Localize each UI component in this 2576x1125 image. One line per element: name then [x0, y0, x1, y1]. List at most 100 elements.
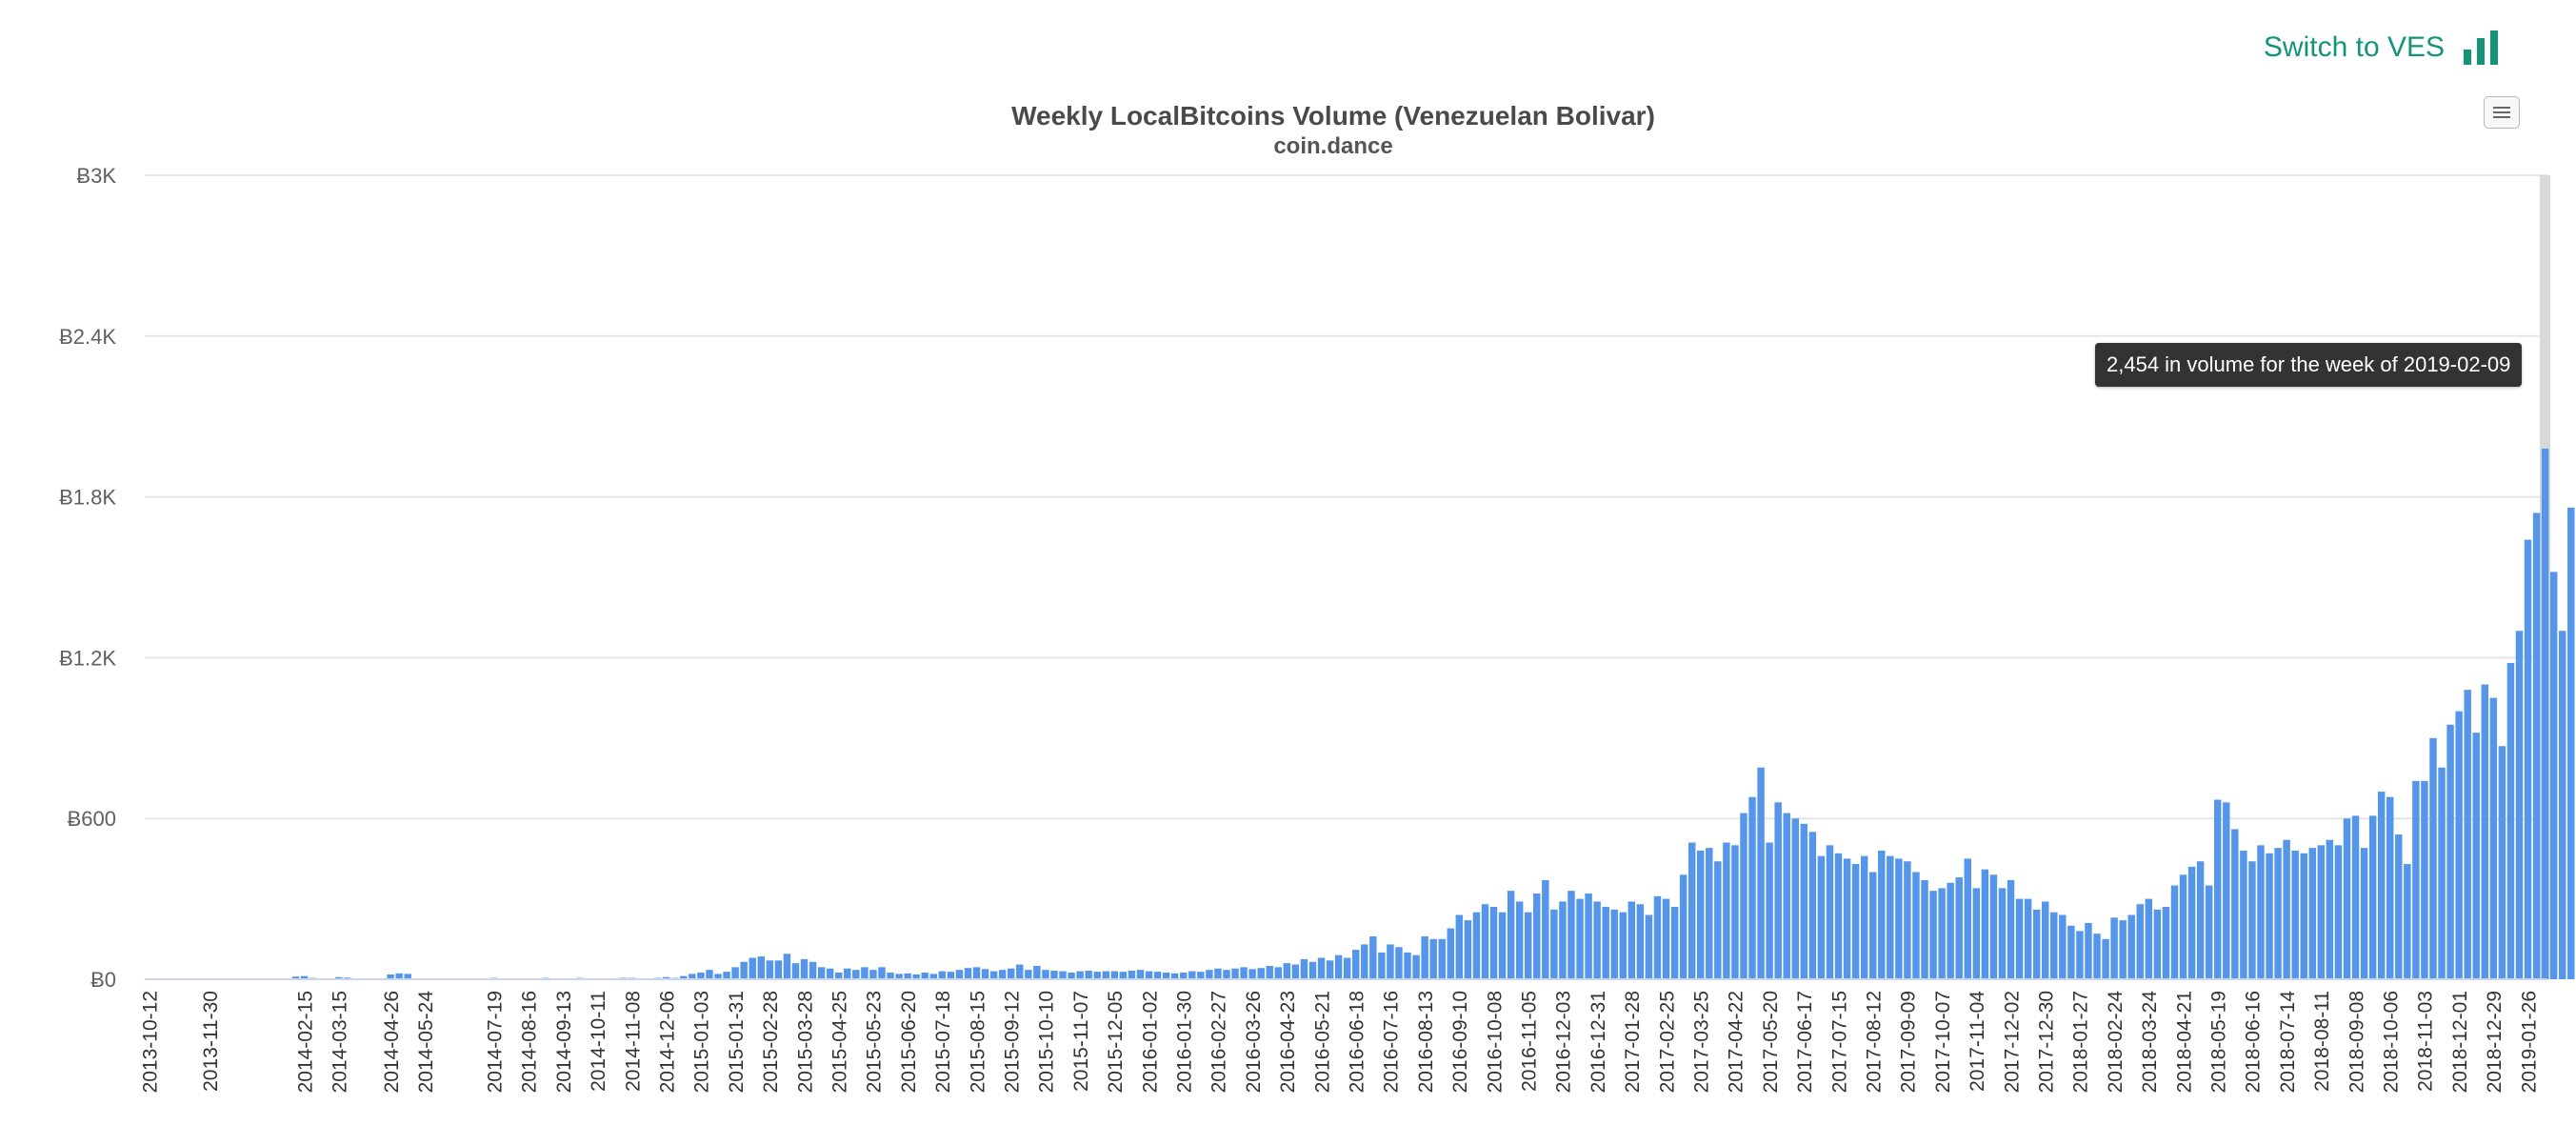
bar: [1025, 970, 1032, 979]
bar: [1507, 891, 1515, 979]
bar: [1723, 842, 1730, 979]
bar: [955, 970, 964, 979]
bar: [2283, 839, 2290, 979]
bar: [1645, 914, 1653, 979]
bar: [1387, 944, 1394, 979]
bar: [731, 967, 739, 979]
x-tick-label: 2019-01-26: [2518, 991, 2540, 1093]
x-tick-label: 2018-06-16: [2243, 991, 2265, 1093]
bar: [2343, 818, 2351, 979]
bar: [1515, 901, 1524, 979]
x-tick-label: 2018-02-24: [2105, 991, 2127, 1094]
x-tick-label: 2015-08-15: [967, 991, 988, 1093]
x-tick-label: 2017-07-15: [1828, 991, 1850, 1093]
x-tick-label: 2017-05-20: [1760, 991, 1782, 1093]
x-tick-label: 2016-07-16: [1381, 991, 1403, 1093]
bar: [1714, 861, 1722, 979]
x-tick-label: 2014-04-26: [381, 991, 403, 1093]
bar: [2050, 912, 2058, 979]
bar: [1895, 858, 1903, 979]
bar: [1697, 850, 1705, 979]
x-tick-label: 2017-02-25: [1656, 991, 1678, 1093]
x-tick-label: 2014-05-24: [415, 991, 437, 1094]
bar: [1008, 968, 1015, 979]
x-tick-label: 2015-12-05: [1105, 991, 1127, 1093]
bar: [2334, 845, 2343, 979]
bar: [1438, 938, 1446, 979]
bar: [1429, 938, 1437, 979]
x-tick-label: 2016-09-10: [1449, 991, 1471, 1093]
x-tick-label: 2018-12-29: [2484, 991, 2506, 1093]
bar: [1283, 963, 1291, 979]
bar: [844, 968, 851, 979]
bar: [1085, 970, 1092, 979]
x-tick-label: 2017-09-09: [1898, 991, 1920, 1093]
bar: [706, 970, 713, 979]
bar: [774, 960, 783, 979]
bar: [1998, 888, 2007, 979]
bar: [2248, 861, 2256, 979]
switch-to-ves-link[interactable]: Switch to VES: [2264, 29, 2500, 67]
bar: [1188, 971, 1196, 979]
bar: [1300, 958, 1308, 979]
x-tick-label: 2018-08-11: [2311, 991, 2333, 1092]
bar: [912, 974, 920, 979]
bar: [2567, 507, 2575, 979]
bar: [1989, 874, 1998, 979]
bar: [680, 975, 688, 979]
bar: [2015, 898, 2024, 979]
bar: [1826, 845, 1834, 979]
bar: [1808, 832, 1817, 979]
bar: [1206, 970, 1213, 979]
x-tick-label: 2018-09-08: [2346, 991, 2367, 1093]
bar: [1679, 874, 1687, 979]
bar: [2515, 631, 2524, 979]
bar: [2549, 572, 2558, 979]
bar: [1317, 957, 1326, 979]
x-tick-label: 2014-07-19: [485, 991, 507, 1093]
bar: [2007, 879, 2015, 979]
bar: [1929, 891, 1937, 979]
bar: [2076, 931, 2084, 979]
bar: [1981, 869, 1989, 979]
x-tick-label: 2017-12-30: [2036, 991, 2058, 1093]
x-tick-label: 2014-12-06: [657, 991, 679, 1093]
bar: [1421, 935, 1428, 979]
bar: [2360, 848, 2368, 979]
x-tick-label: 2015-04-25: [829, 991, 851, 1093]
x-tick-label: 2015-06-20: [898, 991, 920, 1093]
x-tick-label: 2015-11-07: [1070, 991, 1092, 1092]
bar: [1817, 855, 1826, 979]
bar: [1257, 968, 1265, 979]
bar: [1447, 928, 1454, 979]
bar: [2145, 898, 2153, 979]
bar: [1162, 972, 1170, 979]
bar: [1851, 864, 1860, 979]
bar: [1731, 845, 1739, 979]
bar: [395, 973, 403, 979]
bar: [1834, 853, 1843, 979]
x-tick-label: 2018-07-14: [2277, 991, 2299, 1094]
bar: [2455, 711, 2463, 979]
chart-menu-button[interactable]: [2484, 96, 2520, 129]
bar: [1050, 970, 1058, 979]
bar: [689, 974, 696, 979]
bar: [2024, 898, 2032, 979]
x-tick-label: 2018-10-06: [2381, 991, 2403, 1093]
bar: [791, 963, 800, 979]
bar: [1248, 969, 1256, 979]
x-tick-label: 2014-10-11: [588, 991, 609, 1092]
bar: [1525, 912, 1532, 979]
bar: [2446, 724, 2454, 979]
bar: [1464, 920, 1472, 979]
bar: [817, 967, 826, 979]
bar: [2223, 802, 2230, 979]
bar: [1662, 898, 1670, 979]
bar: [1706, 848, 1713, 979]
x-tick-label: 2017-06-17: [1794, 991, 1816, 1093]
bar: [1369, 935, 1377, 979]
bar: [2170, 885, 2179, 979]
bar: [697, 972, 705, 979]
bar: [1568, 891, 1575, 979]
bar: [2205, 885, 2213, 979]
